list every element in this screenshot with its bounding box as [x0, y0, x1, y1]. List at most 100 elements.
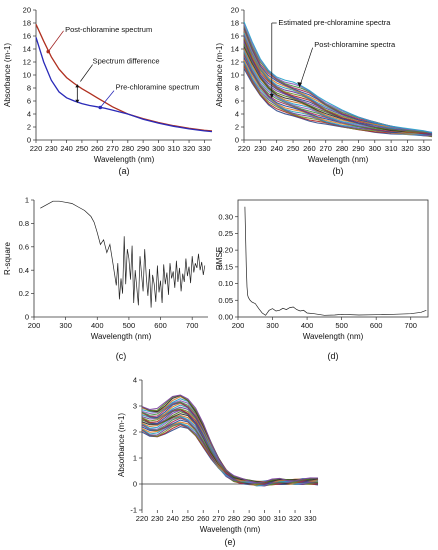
x-tick-label: 260: [91, 144, 104, 153]
panel-a: 220 230 240 250 260 270 280 290 300 310 320 330 0 2 4 6…: [3, 6, 213, 176]
panel-e: 220 230 240 250 260 270 280 290 300 310 320 330 -1 0 1…: [117, 376, 319, 547]
x-tick-label: 330: [418, 144, 431, 153]
x-tick-label: 270: [319, 144, 332, 153]
annotation-leader: [80, 64, 93, 82]
x-tick-label: 250: [182, 514, 195, 523]
plot-frame: [237, 199, 429, 318]
arrow-head: [269, 93, 274, 99]
series-line: [141, 411, 319, 484]
y-tick-label: 18: [231, 19, 239, 28]
x-tick-label: 260: [303, 144, 316, 153]
x-tick-label: 330: [198, 144, 211, 153]
series-line: [243, 57, 433, 136]
annotation-pre: Pre-chloramine spectrum: [116, 82, 200, 91]
x-tick-label: 290: [243, 514, 256, 523]
series-line: [35, 24, 213, 132]
y-axis-title: Absorbance (m-1): [117, 413, 126, 477]
x-tick-label: 310: [385, 144, 398, 153]
y-tick-label: 0.00: [218, 313, 233, 322]
y-tick-label: 4: [27, 110, 31, 119]
y-tick-label: 12: [231, 58, 239, 67]
y-tick-label: 10: [23, 71, 31, 80]
panel-d: 200 300 400 500 600 700 0.00 0.05 0.10 0.15 0.20 0.…: [215, 199, 429, 361]
y-tick-label: 0.25: [218, 229, 233, 238]
y-tick-label: 16: [231, 32, 239, 41]
x-tick-label: 300: [258, 514, 271, 523]
x-tick-label: 220: [238, 144, 251, 153]
series-line: [40, 200, 206, 308]
y-tick-label: 4: [133, 376, 137, 385]
panel-label: (e): [225, 537, 236, 547]
x-tick-label: 250: [287, 144, 300, 153]
series-line: [243, 68, 433, 137]
series-line: [243, 21, 433, 134]
y-axis-title: Absorbance (m-1): [3, 43, 12, 107]
x-tick-label: 300: [152, 144, 165, 153]
y-tick-label: 0.15: [218, 262, 233, 271]
y-tick-label: 0.20: [218, 246, 233, 255]
x-tick-label: 320: [289, 514, 302, 523]
panel-b: 220 230 240 250 260 270 280 290 300 310 320 330 0 2 4 6…: [215, 6, 433, 176]
y-tick-label: 1: [133, 454, 137, 463]
x-tick-label: 320: [183, 144, 196, 153]
y-tick-label: -1: [130, 506, 137, 515]
x-tick-label: 330: [304, 514, 317, 523]
y-tick-label: 0.8: [19, 219, 29, 228]
x-tick-label: 220: [30, 144, 43, 153]
x-tick-label: 500: [123, 321, 136, 330]
annotation-leader: [47, 30, 64, 52]
x-axis-title: Wavelength (nm): [308, 155, 369, 164]
y-tick-label: 0.6: [19, 242, 29, 251]
x-tick-label: 310: [167, 144, 180, 153]
x-tick-label: 290: [137, 144, 150, 153]
x-tick-label: 200: [232, 321, 245, 330]
y-tick-label: 0.4: [19, 266, 29, 275]
x-tick-label: 400: [301, 321, 314, 330]
annotation-post: Post-chloramine spectrum: [65, 25, 152, 34]
x-tick-label: 240: [270, 144, 283, 153]
x-axis-title: Wavelength (nm): [94, 155, 155, 164]
x-tick-label: 220: [136, 514, 149, 523]
y-tick-label: 20: [231, 6, 239, 15]
annotation-difference: Spectrum difference: [93, 56, 160, 65]
series-line: [243, 32, 433, 135]
x-tick-label: 280: [228, 514, 241, 523]
x-tick-label: 280: [122, 144, 135, 153]
series-line: [243, 43, 433, 136]
arrow-head: [297, 82, 303, 88]
annotation-leader: [99, 90, 115, 108]
x-tick-label: 230: [151, 514, 164, 523]
y-tick-label: 0.10: [218, 279, 233, 288]
panel-label: (b): [333, 166, 344, 176]
y-tick-label: 8: [27, 84, 31, 93]
x-tick-label: 400: [91, 321, 104, 330]
y-tick-label: 14: [231, 45, 239, 54]
annotation-leader: [299, 47, 313, 87]
y-tick-label: 20: [23, 6, 31, 15]
x-tick-label: 320: [401, 144, 414, 153]
x-tick-label: 700: [404, 321, 417, 330]
panel-label: (a): [119, 166, 130, 176]
y-axis-title: RMSE: [215, 247, 224, 270]
y-tick-label: 2: [235, 123, 239, 132]
x-tick-label: 260: [197, 514, 210, 523]
y-tick-label: 4: [235, 110, 239, 119]
y-tick-label: 8: [235, 84, 239, 93]
y-tick-label: 6: [235, 97, 239, 106]
x-tick-label: 600: [370, 321, 383, 330]
y-tick-label: 2: [27, 123, 31, 132]
x-axis-title: Wavelength (nm): [303, 332, 364, 341]
y-tick-label: 16: [23, 32, 31, 41]
x-tick-label: 200: [28, 321, 41, 330]
y-tick-label: 0: [133, 480, 137, 489]
x-tick-label: 240: [166, 514, 179, 523]
x-tick-label: 270: [106, 144, 119, 153]
x-tick-label: 310: [273, 514, 286, 523]
x-tick-label: 270: [212, 514, 225, 523]
x-tick-label: 240: [60, 144, 73, 153]
x-tick-label: 290: [352, 144, 365, 153]
y-tick-label: 0.05: [218, 296, 233, 305]
x-tick-label: 230: [254, 144, 267, 153]
y-axis-title: R-square: [3, 242, 12, 275]
